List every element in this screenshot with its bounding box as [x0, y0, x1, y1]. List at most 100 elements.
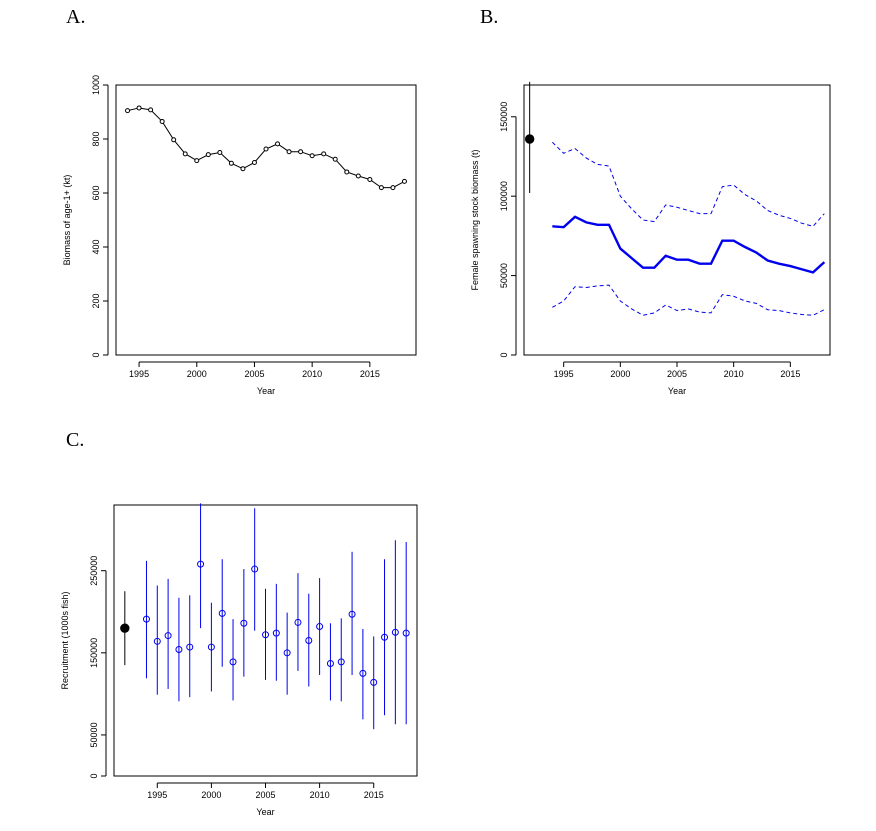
data-point — [391, 628, 399, 636]
data-point — [367, 177, 373, 182]
data-point — [381, 633, 389, 641]
y-axis-title: Female spawning stock biomass (t) — [470, 149, 480, 290]
y-tick-label: 250000 — [89, 556, 99, 586]
chart-panel-2: 1995 2000 2005 2010 2015 Year 0 50000 100000 1500… — [470, 81, 831, 396]
data-point — [136, 105, 142, 111]
series-line-interval — [552, 284, 825, 316]
data-point — [344, 169, 350, 175]
panel-label-c: C. — [66, 429, 85, 451]
data-point — [298, 149, 304, 155]
x-tick-label: 2015 — [364, 790, 384, 800]
y-axis-title: Biomass of age-1+ (kt) — [62, 175, 72, 266]
series-line-interval — [551, 141, 825, 227]
y-axis-title: Recruitment (1000s fish) — [60, 591, 70, 689]
y-tick-label: 0 — [89, 773, 99, 778]
x-tick-label: 1995 — [147, 790, 167, 800]
x-axis-title: Year — [257, 386, 275, 396]
data-point — [378, 185, 384, 191]
plot-frame — [113, 504, 418, 777]
x-tick-label: 1995 — [554, 369, 574, 379]
data-point — [275, 141, 281, 147]
data-point — [337, 658, 345, 666]
data-point — [332, 156, 338, 162]
data-point — [326, 659, 334, 667]
x-tick-label: 2015 — [780, 369, 800, 379]
plot-frame — [523, 84, 831, 356]
data-point — [316, 623, 324, 631]
panel-label-a: A. — [66, 6, 86, 28]
x-tick-label: 2000 — [610, 369, 630, 379]
data-point — [251, 159, 257, 165]
y-tick-label: 200 — [91, 293, 101, 308]
data-point — [359, 669, 367, 677]
data-point — [217, 150, 223, 155]
data-point — [125, 108, 131, 114]
data-point — [194, 158, 200, 164]
data-point — [355, 173, 361, 179]
x-tick-label: 2005 — [255, 790, 275, 800]
data-point — [251, 565, 259, 573]
data-point — [240, 619, 248, 627]
y-tick-label: 800 — [91, 131, 101, 146]
data-point — [348, 610, 356, 618]
x-tick-label: 2005 — [667, 369, 687, 379]
y-tick-label: 150000 — [499, 102, 509, 132]
y-tick-label: 0 — [499, 352, 509, 357]
y-tick-label: 1000 — [91, 75, 101, 95]
y-tick-label: 100000 — [499, 181, 509, 211]
data-point — [205, 152, 211, 158]
data-point — [142, 615, 150, 623]
data-point — [390, 185, 396, 191]
data-point — [148, 107, 154, 113]
data-point — [240, 166, 246, 172]
data-point — [262, 631, 269, 639]
plot-frame — [115, 84, 417, 356]
x-tick-label: 2000 — [187, 369, 207, 379]
data-point — [263, 146, 269, 152]
x-tick-label: 2000 — [201, 790, 221, 800]
data-point — [228, 160, 234, 166]
series-line-estimate — [552, 215, 826, 274]
panel-label-b: B. — [480, 6, 499, 28]
data-point — [218, 609, 226, 617]
initial-point — [120, 623, 130, 633]
data-point — [164, 632, 172, 640]
x-axis-title: Year — [668, 386, 686, 396]
chart-panel-1: 1995 2000 2005 2010 2015 Year 0 200 400 600 800 100… — [62, 75, 417, 396]
x-tick-label: 2010 — [724, 369, 744, 379]
data-point — [182, 151, 188, 157]
data-point — [283, 649, 291, 657]
data-point — [272, 629, 280, 637]
data-point — [370, 678, 378, 686]
data-point — [186, 643, 194, 651]
data-point — [207, 643, 215, 651]
data-point — [401, 178, 407, 184]
data-point — [321, 151, 327, 157]
x-axis-title: Year — [256, 807, 274, 817]
x-tick-label: 2010 — [310, 790, 330, 800]
data-point — [229, 658, 237, 666]
y-tick-label: 50000 — [499, 263, 509, 288]
y-tick-label: 50000 — [89, 722, 99, 747]
data-point — [153, 637, 161, 645]
y-tick-label: 400 — [91, 239, 101, 254]
data-point — [309, 153, 315, 159]
data-point — [197, 560, 205, 568]
data-point — [286, 149, 292, 155]
data-point — [294, 618, 302, 626]
initial-point — [524, 134, 535, 144]
data-point — [402, 629, 410, 637]
data-point — [175, 646, 183, 654]
chart-panel-3: 1995 2000 2005 2010 2015 Year 0 50000 150000 2500… — [60, 503, 418, 817]
y-tick-label: 150000 — [89, 638, 99, 668]
x-tick-label: 2010 — [302, 369, 322, 379]
x-tick-label: 2005 — [244, 369, 264, 379]
y-tick-label: 600 — [91, 185, 101, 200]
data-point — [171, 137, 177, 143]
x-tick-label: 2015 — [360, 369, 380, 379]
x-tick-label: 1995 — [129, 369, 149, 379]
data-point — [159, 118, 165, 124]
data-point — [305, 637, 313, 644]
y-tick-label: 0 — [91, 352, 101, 357]
